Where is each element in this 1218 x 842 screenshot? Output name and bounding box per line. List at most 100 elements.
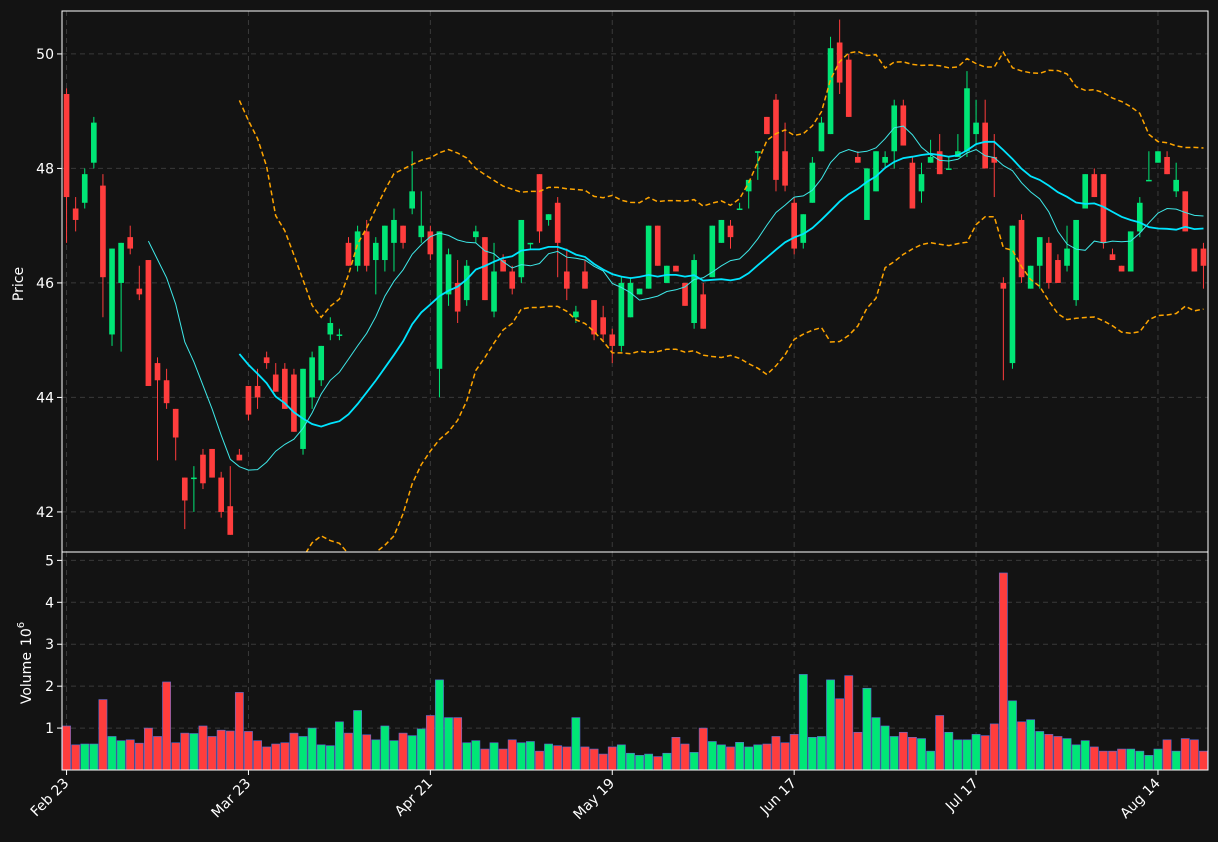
candle-body <box>736 208 743 211</box>
candle-body <box>427 231 434 255</box>
candle-body <box>300 368 306 449</box>
volume-bar <box>944 731 954 771</box>
candle-body <box>1200 248 1207 266</box>
volume-bar <box>1080 740 1090 771</box>
volume-bar <box>216 729 226 771</box>
volume-bar <box>707 741 717 771</box>
candle-body <box>1155 151 1161 163</box>
candle-body <box>363 231 370 266</box>
candle-body <box>1136 202 1143 232</box>
volume-bar <box>1053 736 1063 771</box>
volume-bar <box>1171 750 1181 771</box>
volume-bar <box>253 740 262 771</box>
volume-bar <box>416 728 426 771</box>
volume-bar <box>698 727 708 771</box>
candle-body <box>154 363 161 381</box>
candle-body <box>727 225 734 238</box>
volume-bar <box>262 746 272 771</box>
volume-bar <box>207 736 217 771</box>
volume-axis-exponent: 6 <box>16 622 27 628</box>
candle-body <box>800 214 807 243</box>
candle-body <box>1100 174 1107 243</box>
volume-bar <box>1108 750 1117 771</box>
volume-bar <box>644 753 654 771</box>
candle-body <box>864 168 870 220</box>
candle-body <box>272 374 279 392</box>
candle-body <box>172 408 179 438</box>
price-tick-label: 46 <box>36 276 54 292</box>
candle-body <box>600 317 606 335</box>
candle-body <box>554 202 561 243</box>
candle-body <box>709 225 716 278</box>
volume-bar <box>389 740 399 771</box>
volume-bar <box>898 731 908 771</box>
ma-slow-line <box>238 140 1204 428</box>
volume-bar <box>89 743 99 771</box>
candle-body <box>882 156 888 163</box>
volume-bar <box>1089 746 1099 771</box>
volume-bar <box>989 723 999 771</box>
candle-body <box>372 242 379 261</box>
candle-body <box>545 214 552 220</box>
volume-bar <box>998 572 1008 771</box>
candle-body <box>218 477 224 512</box>
volume-bar <box>689 752 699 771</box>
volume-bar <box>171 742 181 771</box>
candle-body <box>618 282 625 346</box>
candle-body <box>127 237 134 249</box>
candle-body <box>636 288 643 295</box>
volume-bar <box>516 742 526 771</box>
candle-body <box>909 162 916 209</box>
volume-bar <box>1008 700 1017 771</box>
candle-body <box>609 334 616 346</box>
candle-body <box>855 156 861 163</box>
volume-bar <box>1199 750 1208 771</box>
volume-bar <box>862 687 872 771</box>
volume-bar <box>498 748 508 771</box>
volume-bar <box>144 727 153 771</box>
volume-bar <box>507 739 517 771</box>
price-tick-label: 42 <box>36 505 54 521</box>
candle-body <box>1082 174 1089 209</box>
volume-bar <box>134 742 144 771</box>
candle-body <box>782 151 788 186</box>
volume-bar <box>653 756 663 771</box>
candle-body <box>400 225 406 243</box>
candle-body <box>509 271 516 289</box>
candle-body <box>654 225 661 266</box>
candle-body <box>391 219 397 243</box>
volume-bar <box>580 746 590 771</box>
volume-bar <box>853 731 863 771</box>
candle-body <box>282 368 288 409</box>
candle-body <box>100 185 106 278</box>
candle-body <box>336 334 343 336</box>
volume-bar <box>98 699 108 771</box>
candle-body <box>309 357 315 398</box>
volume-bar <box>562 746 572 771</box>
volume-bar <box>744 746 754 771</box>
candle-body <box>1073 219 1079 301</box>
candle-body <box>72 208 79 220</box>
candle-body <box>1191 248 1198 272</box>
volume-bar <box>471 740 481 771</box>
candle-body <box>482 237 488 301</box>
candle-body <box>491 271 497 312</box>
candle-body <box>263 357 270 364</box>
volume-tick-label: 2 <box>45 679 54 695</box>
candle-body <box>200 454 206 484</box>
volume-bar <box>889 736 899 771</box>
candle-body <box>209 448 215 478</box>
candle-body <box>927 156 934 163</box>
volume-bar <box>526 741 535 771</box>
volume-tick-label: 4 <box>45 595 54 611</box>
candle-body <box>1146 179 1152 182</box>
candle-body <box>845 59 852 117</box>
candle-body <box>136 288 143 295</box>
candle-body <box>945 168 952 170</box>
volume-bar <box>826 679 835 771</box>
candle-body <box>682 282 688 306</box>
candle-body <box>1127 231 1134 272</box>
volume-bar <box>908 736 917 771</box>
candle-body <box>345 242 352 266</box>
